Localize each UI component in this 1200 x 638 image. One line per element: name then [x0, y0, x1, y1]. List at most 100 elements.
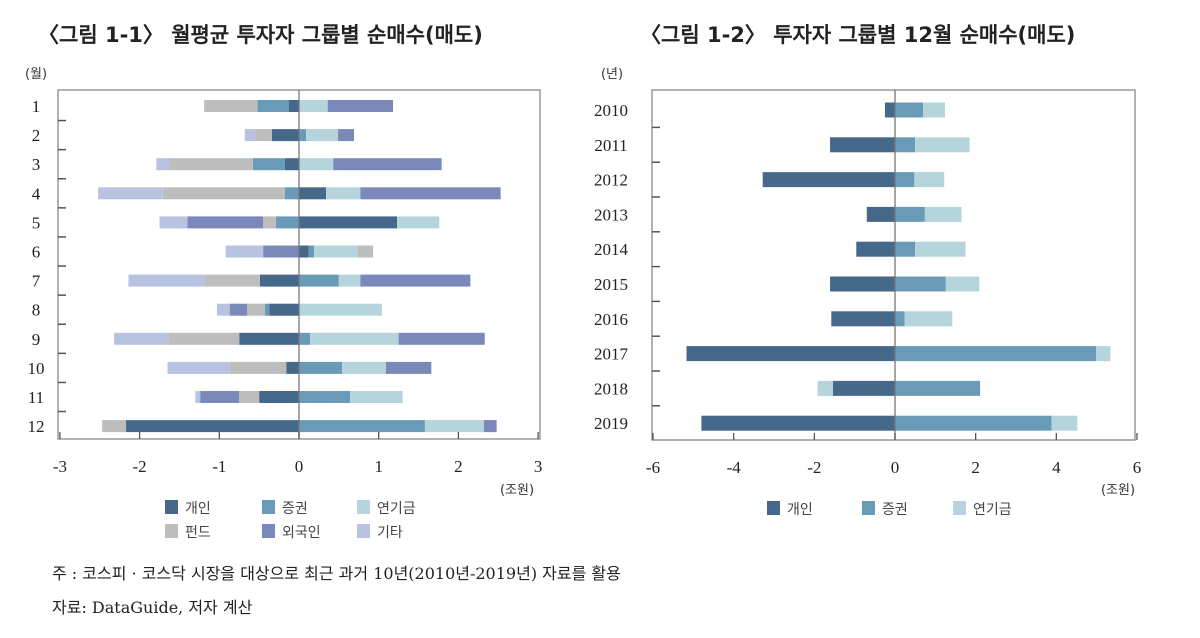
bar-증권-8	[264, 303, 270, 316]
bar-개인-10	[286, 361, 299, 374]
y-tick-label: 2013	[594, 205, 628, 224]
bar-증권-2019	[895, 415, 1052, 431]
bar-증권-2017	[895, 346, 1097, 362]
bar-증권-9	[299, 332, 311, 345]
x-tick-label: 4	[1052, 458, 1061, 477]
y-tick-label: 2018	[594, 379, 628, 398]
bar-개인-11	[259, 391, 299, 403]
x-tick-label: 6	[1133, 458, 1142, 477]
legend-swatch-개인	[165, 500, 178, 514]
chart-title: 〈그림 1-1〉 월평균 투자자 그룹별 순매수(매도)	[38, 23, 483, 47]
bar-증권-12	[299, 420, 425, 433]
bar-연기금-2	[306, 129, 339, 142]
bar-외국인-9	[398, 332, 485, 345]
legend-swatch-외국인	[262, 524, 275, 538]
bar-개인-2011	[830, 137, 895, 153]
footnote-source: 자료: DataGuide, 저자 계산	[52, 598, 253, 617]
legend-swatch-증권	[862, 501, 875, 515]
y-tick-label: 2012	[594, 171, 628, 190]
bar-연기금-1	[299, 100, 328, 112]
legend-label: 증권	[282, 501, 308, 517]
y-tick-label: 7	[32, 272, 41, 291]
bar-증권-2016	[895, 311, 905, 327]
bar-연기금-9	[310, 332, 399, 345]
bar-외국인-2	[338, 129, 354, 142]
y-tick-label: 2017	[594, 345, 629, 364]
bar-증권-2013	[895, 206, 925, 222]
legend-swatch-펀드	[165, 524, 178, 538]
bar-펀드-7	[204, 274, 260, 287]
bar-개인-3	[284, 158, 299, 171]
x-axis-unit-label: (조원)	[1101, 483, 1135, 498]
bar-개인-5	[299, 216, 398, 229]
bar-연기금-2010	[923, 102, 946, 118]
bar-증권-2015	[895, 276, 946, 292]
bar-증권-2	[299, 129, 307, 142]
bar-기타-9	[114, 332, 169, 345]
bar-연기금-5	[397, 216, 440, 229]
legend-label: 개인	[185, 501, 211, 517]
bar-개인-2010	[884, 102, 895, 118]
bar-증권-1	[257, 100, 289, 112]
plot-frame	[651, 89, 1136, 441]
chart-title: 〈그림 1-2〉 투자자 그룹별 12월 순매수(매도)	[640, 23, 1075, 47]
bar-증권-4	[284, 187, 299, 200]
legend-swatch-연기금	[953, 501, 966, 515]
bar-개인-2014	[856, 241, 895, 257]
bar-펀드-1	[204, 100, 258, 112]
legend-swatch-증권	[262, 500, 275, 514]
bar-개인-12	[126, 420, 300, 433]
x-tick-label: 1	[374, 457, 383, 476]
y-tick-label: 5	[32, 213, 41, 232]
legend-label: 외국인	[282, 525, 321, 541]
x-tick-label: 0	[891, 458, 900, 477]
bar-개인-4	[299, 187, 327, 200]
y-tick-label: 6	[32, 243, 41, 262]
legend-label: 증권	[882, 502, 908, 518]
bar-연기금-2018	[817, 380, 833, 396]
bar-연기금-2016	[904, 311, 953, 327]
bar-증권-5	[275, 216, 299, 229]
bar-개인-7	[259, 274, 299, 287]
y-tick-label: 2016	[594, 310, 628, 329]
x-tick-label: -1	[212, 457, 226, 476]
y-tick-label: 2010	[594, 101, 628, 120]
bar-연기금-2014	[915, 241, 966, 257]
bar-외국인-11	[200, 391, 240, 403]
x-axis-unit-label: (조원)	[500, 483, 534, 498]
y-tick-label: 12	[28, 417, 45, 436]
bar-기타-10	[167, 361, 230, 374]
bar-펀드-11	[239, 391, 260, 403]
bar-기타-7	[128, 274, 205, 287]
footnote-note: 주 : 코스피 · 코스닥 시장을 대상으로 최근 과거 10년(2010년-2…	[52, 564, 621, 583]
bar-연기금-6	[314, 245, 358, 258]
y-tick-label: 2	[32, 126, 41, 145]
bar-증권-2012	[895, 172, 915, 188]
bar-개인-2016	[831, 311, 895, 327]
legend-swatch-기타	[357, 524, 370, 538]
bar-연기금-2013	[924, 206, 962, 222]
y-tick-label: 9	[32, 330, 41, 349]
bar-개인-2015	[830, 276, 895, 292]
y-tick-label: 2011	[594, 136, 627, 155]
bar-펀드-5	[263, 216, 276, 229]
bar-개인-6	[299, 245, 309, 258]
bar-기타-5	[159, 216, 188, 229]
legend-swatch-개인	[767, 501, 780, 515]
y-tick-label: 8	[32, 301, 41, 320]
bar-외국인-5	[187, 216, 264, 229]
y-axis-unit-label: (년)	[601, 67, 623, 82]
bar-펀드-12	[102, 420, 127, 433]
x-tick-label: 2	[971, 458, 980, 477]
bar-개인-2018	[832, 380, 895, 396]
legend-swatch-연기금	[357, 500, 370, 514]
bar-증권-2014	[895, 241, 916, 257]
legend-label: 기타	[377, 525, 403, 541]
bar-외국인-6	[263, 245, 299, 258]
x-tick-label: 2	[454, 457, 463, 476]
bar-외국인-12	[483, 420, 497, 433]
bar-증권-11	[299, 391, 351, 403]
bar-연기금-2011	[915, 137, 970, 153]
y-tick-label: 2019	[594, 414, 628, 433]
bar-증권-7	[299, 274, 339, 287]
